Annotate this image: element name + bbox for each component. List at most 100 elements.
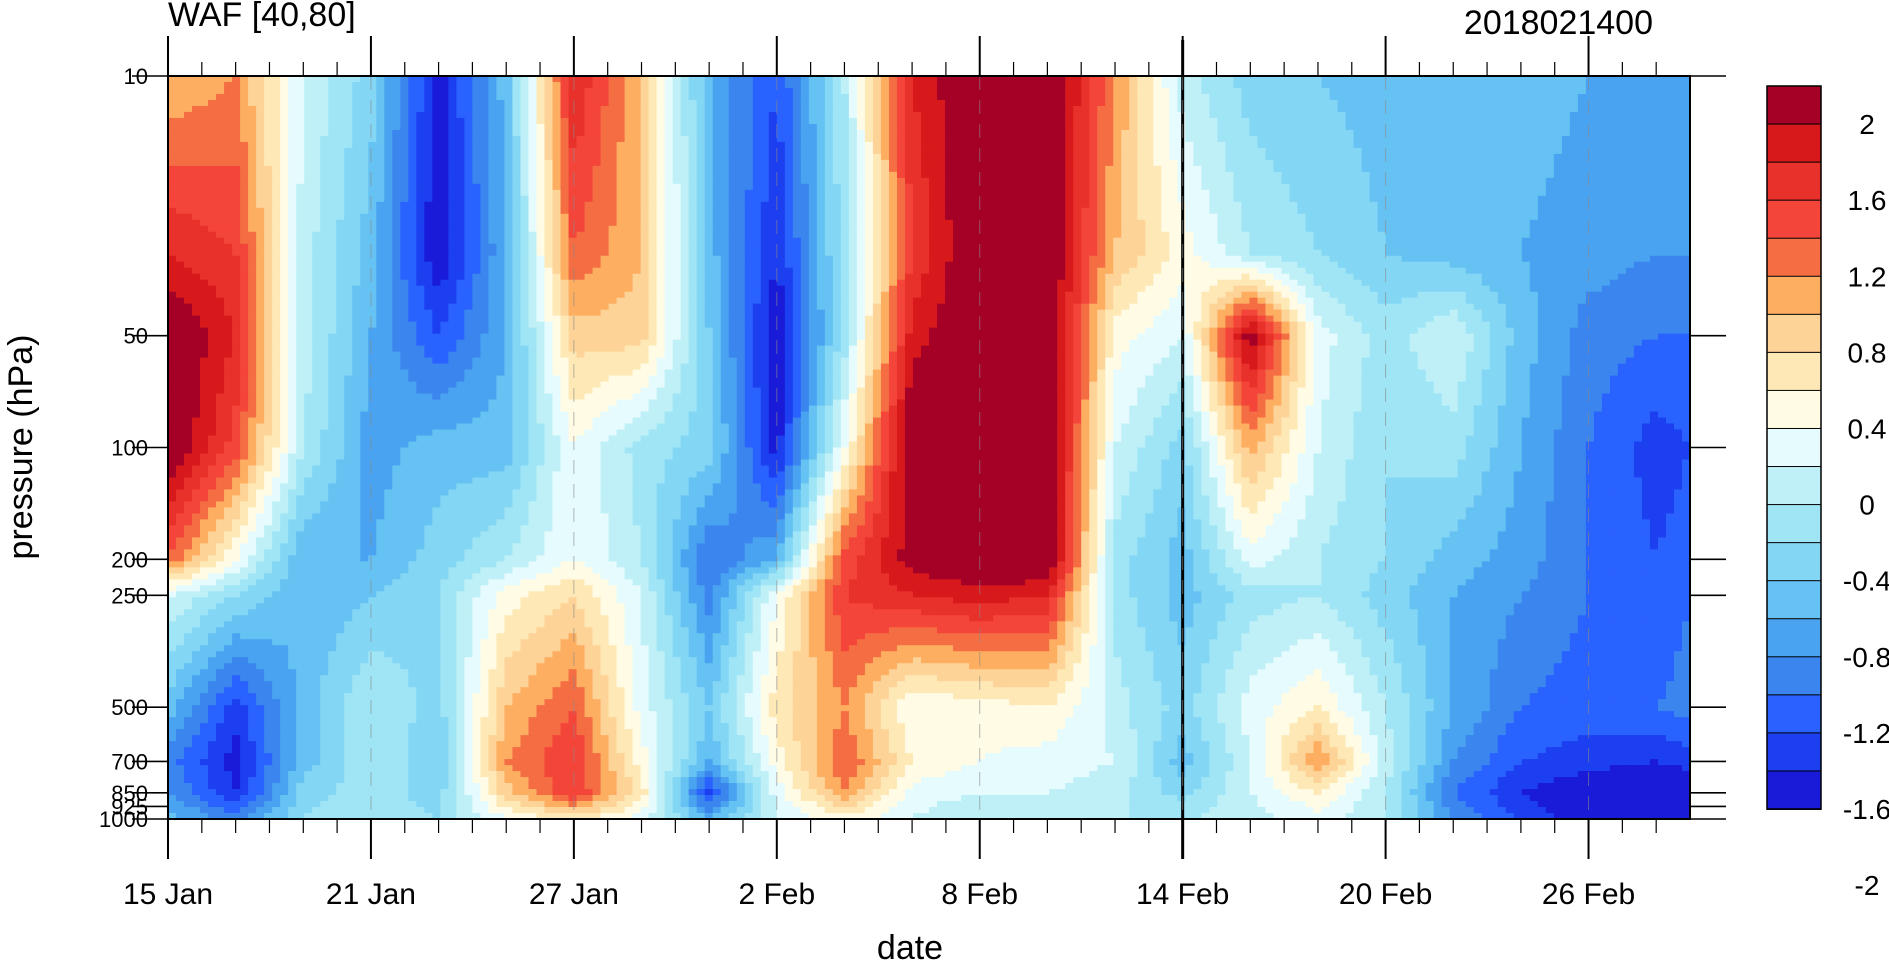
- contour-cell: [561, 160, 570, 167]
- contour-cell: [168, 196, 177, 203]
- contour-cell: [288, 196, 297, 203]
- contour-cell: [1305, 202, 1314, 209]
- contour-cell: [1193, 148, 1202, 155]
- contour-cell: [512, 124, 521, 131]
- contour-cell: [929, 94, 938, 101]
- contour-cell: [1129, 106, 1138, 113]
- contour-cell: [312, 190, 321, 197]
- contour-cell: [1281, 118, 1290, 125]
- contour-cell: [296, 100, 305, 107]
- contour-cell: [993, 208, 1002, 215]
- contour-cell: [985, 166, 994, 173]
- contour-cell: [1193, 208, 1202, 215]
- contour-cell: [536, 190, 545, 197]
- contour-cell: [248, 190, 257, 197]
- contour-cell: [937, 172, 946, 179]
- contour-cell: [1057, 160, 1066, 167]
- contour-cell: [929, 178, 938, 185]
- contour-cell: [1033, 190, 1042, 197]
- contour-cell: [1562, 148, 1571, 155]
- contour-cell: [665, 124, 674, 131]
- contour-cell: [344, 232, 353, 239]
- contour-cell: [224, 100, 233, 107]
- contour-cell: [1546, 154, 1555, 161]
- contour-cell: [921, 88, 930, 95]
- contour-cell: [593, 82, 602, 89]
- contour-cell: [569, 112, 578, 119]
- contour-cell: [633, 82, 642, 89]
- contour-cell: [512, 148, 521, 155]
- contour-cell: [1546, 208, 1555, 215]
- contour-cell: [569, 118, 578, 125]
- contour-cell: [873, 172, 882, 179]
- contour-cell: [232, 82, 241, 89]
- contour-cell: [913, 172, 922, 179]
- contour-cell: [809, 148, 818, 155]
- contour-cell: [1626, 184, 1635, 191]
- contour-cell: [793, 124, 802, 131]
- contour-cell: [713, 154, 722, 161]
- contour-cell: [280, 100, 289, 107]
- contour-cell: [1169, 82, 1178, 89]
- contour-cell: [825, 82, 834, 89]
- contour-cell: [833, 202, 842, 209]
- contour-cell: [528, 196, 537, 203]
- contour-cell: [480, 124, 489, 131]
- contour-cell: [841, 196, 850, 203]
- contour-cell: [272, 208, 281, 215]
- contour-cell: [1498, 82, 1507, 89]
- contour-cell: [232, 202, 241, 209]
- contour-cell: [1394, 124, 1403, 131]
- contour-cell: [561, 154, 570, 161]
- contour-cell: [1434, 88, 1443, 95]
- contour-cell: [232, 88, 241, 95]
- contour-cell: [1297, 118, 1306, 125]
- contour-cell: [1073, 190, 1082, 197]
- contour-cell: [761, 202, 770, 209]
- contour-cell: [1249, 190, 1258, 197]
- contour-cell: [1169, 214, 1178, 221]
- contour-cell: [961, 190, 970, 197]
- contour-cell: [905, 226, 914, 233]
- contour-cell: [1514, 124, 1523, 131]
- contour-cell: [1001, 106, 1010, 113]
- contour-cell: [897, 154, 906, 161]
- contour-cell: [1233, 178, 1242, 185]
- contour-cell: [737, 154, 746, 161]
- contour-cell: [240, 232, 249, 239]
- contour-cell: [360, 124, 369, 131]
- contour-cell: [1137, 148, 1146, 155]
- contour-cell: [384, 154, 393, 161]
- contour-cell: [897, 118, 906, 125]
- contour-cell: [1418, 226, 1427, 233]
- contour-cell: [168, 148, 177, 155]
- contour-cell: [1674, 190, 1683, 197]
- contour-cell: [809, 124, 818, 131]
- contour-cell: [841, 160, 850, 167]
- contour-cell: [625, 136, 634, 143]
- contour-cell: [593, 172, 602, 179]
- contour-cell: [248, 172, 257, 179]
- contour-cell: [849, 214, 858, 221]
- contour-cell: [496, 136, 505, 143]
- contour-cell: [1562, 184, 1571, 191]
- contour-cell: [1105, 106, 1114, 113]
- contour-cell: [1225, 196, 1234, 203]
- contour-cell: [1305, 172, 1314, 179]
- contour-cell: [1289, 190, 1298, 197]
- contour-cell: [1314, 112, 1323, 119]
- contour-cell: [705, 154, 714, 161]
- contour-cell: [1322, 154, 1331, 161]
- contour-cell: [937, 148, 946, 155]
- contour-cell: [745, 214, 754, 221]
- contour-cell: [1145, 178, 1154, 185]
- contour-cell: [1402, 190, 1411, 197]
- contour-cell: [1001, 226, 1010, 233]
- contour-cell: [1514, 82, 1523, 89]
- contour-cell: [1338, 112, 1347, 119]
- contour-cell: [713, 130, 722, 137]
- contour-cell: [1618, 196, 1627, 203]
- contour-cell: [1378, 148, 1387, 155]
- contour-cell: [641, 208, 650, 215]
- contour-cell: [440, 118, 449, 125]
